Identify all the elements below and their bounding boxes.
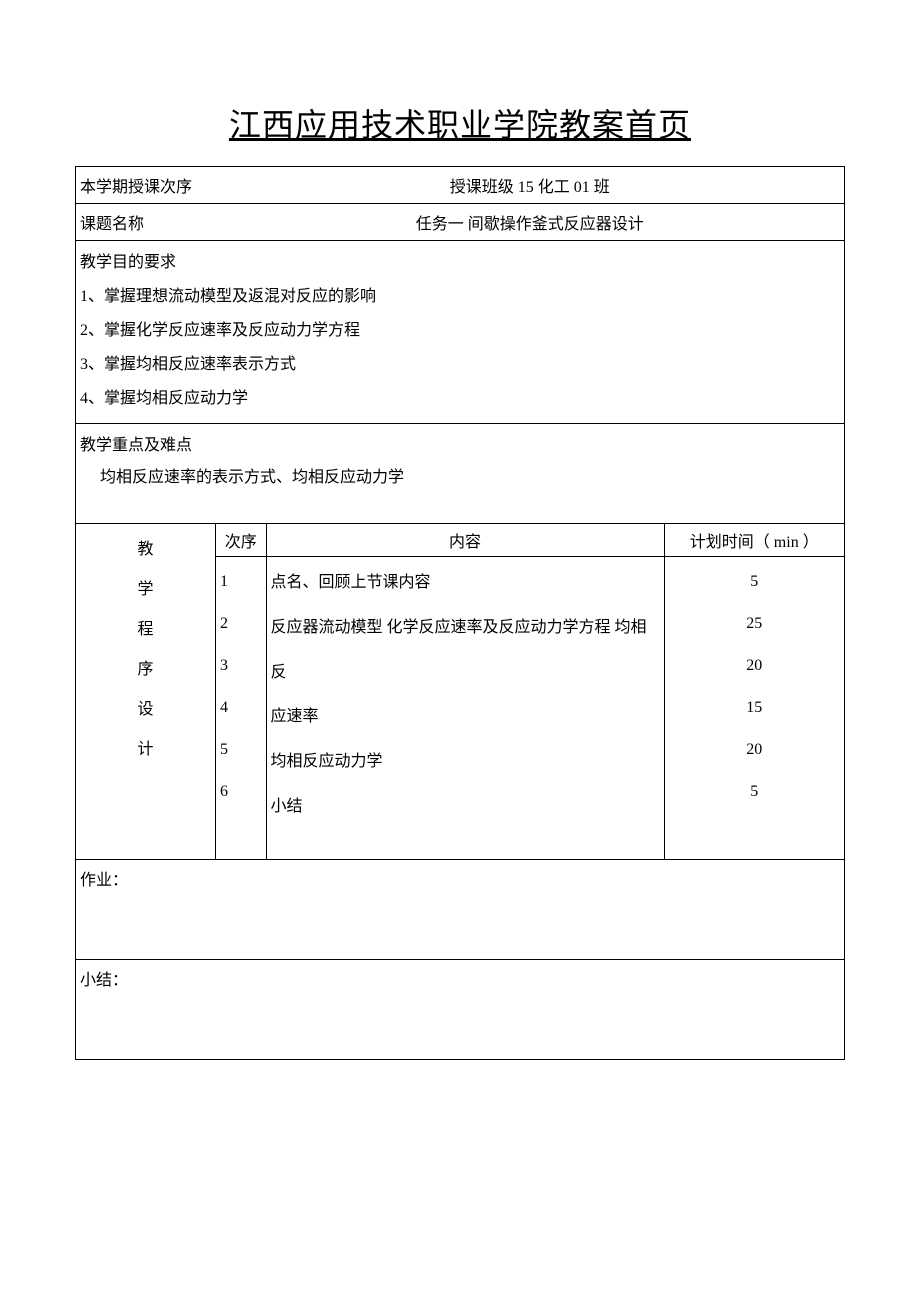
schedule-body-row: 1 2 3 4 5 6 点名、回顾上节课内容 反应器流动模型 化学反应速率及反应…: [216, 557, 844, 860]
emphasis-cell: 教学重点及难点 均相反应速率的表示方式、均相反应动力学: [76, 424, 845, 524]
lesson-plan-table: 本学期授课次序 授课班级 15 化工 01 班 课题名称 任务一 间歇操作釜式反…: [75, 166, 845, 1060]
content-column: 点名、回顾上节课内容 反应器流动模型 化学反应速率及反应动力学方程 均相反 应速…: [266, 557, 664, 860]
page-title: 江西应用技术职业学院教案首页: [75, 100, 845, 146]
schedule-header-row: 次序 内容 计划时间（ min ）: [216, 524, 844, 557]
schedule-label-char: 计: [137, 730, 153, 770]
seq-column: 1 2 3 4 5 6: [216, 557, 266, 860]
content-line: 应速率: [271, 695, 660, 740]
seq-header: 次序: [216, 524, 266, 557]
time-column: 5 25 20 15 20 5: [664, 557, 844, 860]
time-item: [669, 813, 841, 855]
seq-item: 1: [220, 561, 262, 603]
homework-row: 作业：: [76, 860, 845, 960]
emphasis-content: 均相反应速率的表示方式、均相反应动力学: [80, 462, 840, 494]
objectives-cell: 教学目的要求 1、掌握理想流动模型及返混对反应的影响 2、掌握化学反应速率及反应…: [76, 241, 845, 424]
class-value: 15 化工 01 班: [518, 179, 610, 196]
time-header: 计划时间（ min ）: [664, 524, 844, 557]
homework-cell: 作业：: [76, 860, 845, 960]
schedule-label-char: 序: [137, 650, 153, 690]
topic-label: 课题名称: [76, 204, 216, 241]
seq-item: 6: [220, 771, 262, 813]
summary-cell: 小结：: [76, 960, 845, 1060]
topic-value: 任务一 间歇操作釜式反应器设计: [216, 204, 845, 241]
objective-item: 4、掌握均相反应动力学: [80, 383, 840, 415]
content-line: 均相反应动力学: [271, 740, 660, 785]
summary-row: 小结：: [76, 960, 845, 1060]
time-item: 5: [669, 561, 841, 603]
objective-item: 3、掌握均相反应速率表示方式: [80, 349, 840, 381]
time-item: 25: [669, 603, 841, 645]
emphasis-row: 教学重点及难点 均相反应速率的表示方式、均相反应动力学: [76, 424, 845, 524]
content-header: 内容: [266, 524, 664, 557]
schedule-row: 教 学 程 序 设 计 次序 内容 计划时间（ min ） 1 2: [76, 524, 845, 860]
objective-item: 1、掌握理想流动模型及返混对反应的影响: [80, 281, 840, 313]
seq-item: 4: [220, 687, 262, 729]
class-info: 授课班级 15 化工 01 班: [216, 167, 845, 204]
header-row-1: 本学期授课次序 授课班级 15 化工 01 班: [76, 167, 845, 204]
objectives-row: 教学目的要求 1、掌握理想流动模型及返混对反应的影响 2、掌握化学反应速率及反应…: [76, 241, 845, 424]
time-item: 20: [669, 645, 841, 687]
emphasis-heading: 教学重点及难点: [80, 430, 840, 462]
seq-item: [220, 813, 262, 855]
sequence-label: 本学期授课次序: [76, 167, 216, 204]
objective-item: 2、掌握化学反应速率及反应动力学方程: [80, 315, 840, 347]
time-item: 20: [669, 729, 841, 771]
time-item: 5: [669, 771, 841, 813]
seq-item: 5: [220, 729, 262, 771]
schedule-container: 次序 内容 计划时间（ min ） 1 2 3 4 5 6 点: [216, 524, 845, 860]
objectives-heading: 教学目的要求: [80, 247, 840, 279]
seq-item: 2: [220, 603, 262, 645]
content-line: 小结: [271, 785, 660, 830]
schedule-label-char: 程: [137, 610, 153, 650]
class-label: 授课班级: [450, 179, 514, 196]
schedule-label-char: 学: [137, 570, 153, 610]
schedule-label-char: 设: [137, 690, 153, 730]
time-item: 15: [669, 687, 841, 729]
seq-item: 3: [220, 645, 262, 687]
schedule-label: 教 学 程 序 设 计: [76, 524, 216, 860]
header-row-2: 课题名称 任务一 间歇操作釜式反应器设计: [76, 204, 845, 241]
schedule-label-char: 教: [137, 530, 153, 570]
content-line: 反应器流动模型 化学反应速率及反应动力学方程 均相反: [271, 606, 660, 696]
schedule-inner-table: 次序 内容 计划时间（ min ） 1 2 3 4 5 6 点: [216, 524, 844, 859]
content-line: 点名、回顾上节课内容: [271, 561, 660, 606]
